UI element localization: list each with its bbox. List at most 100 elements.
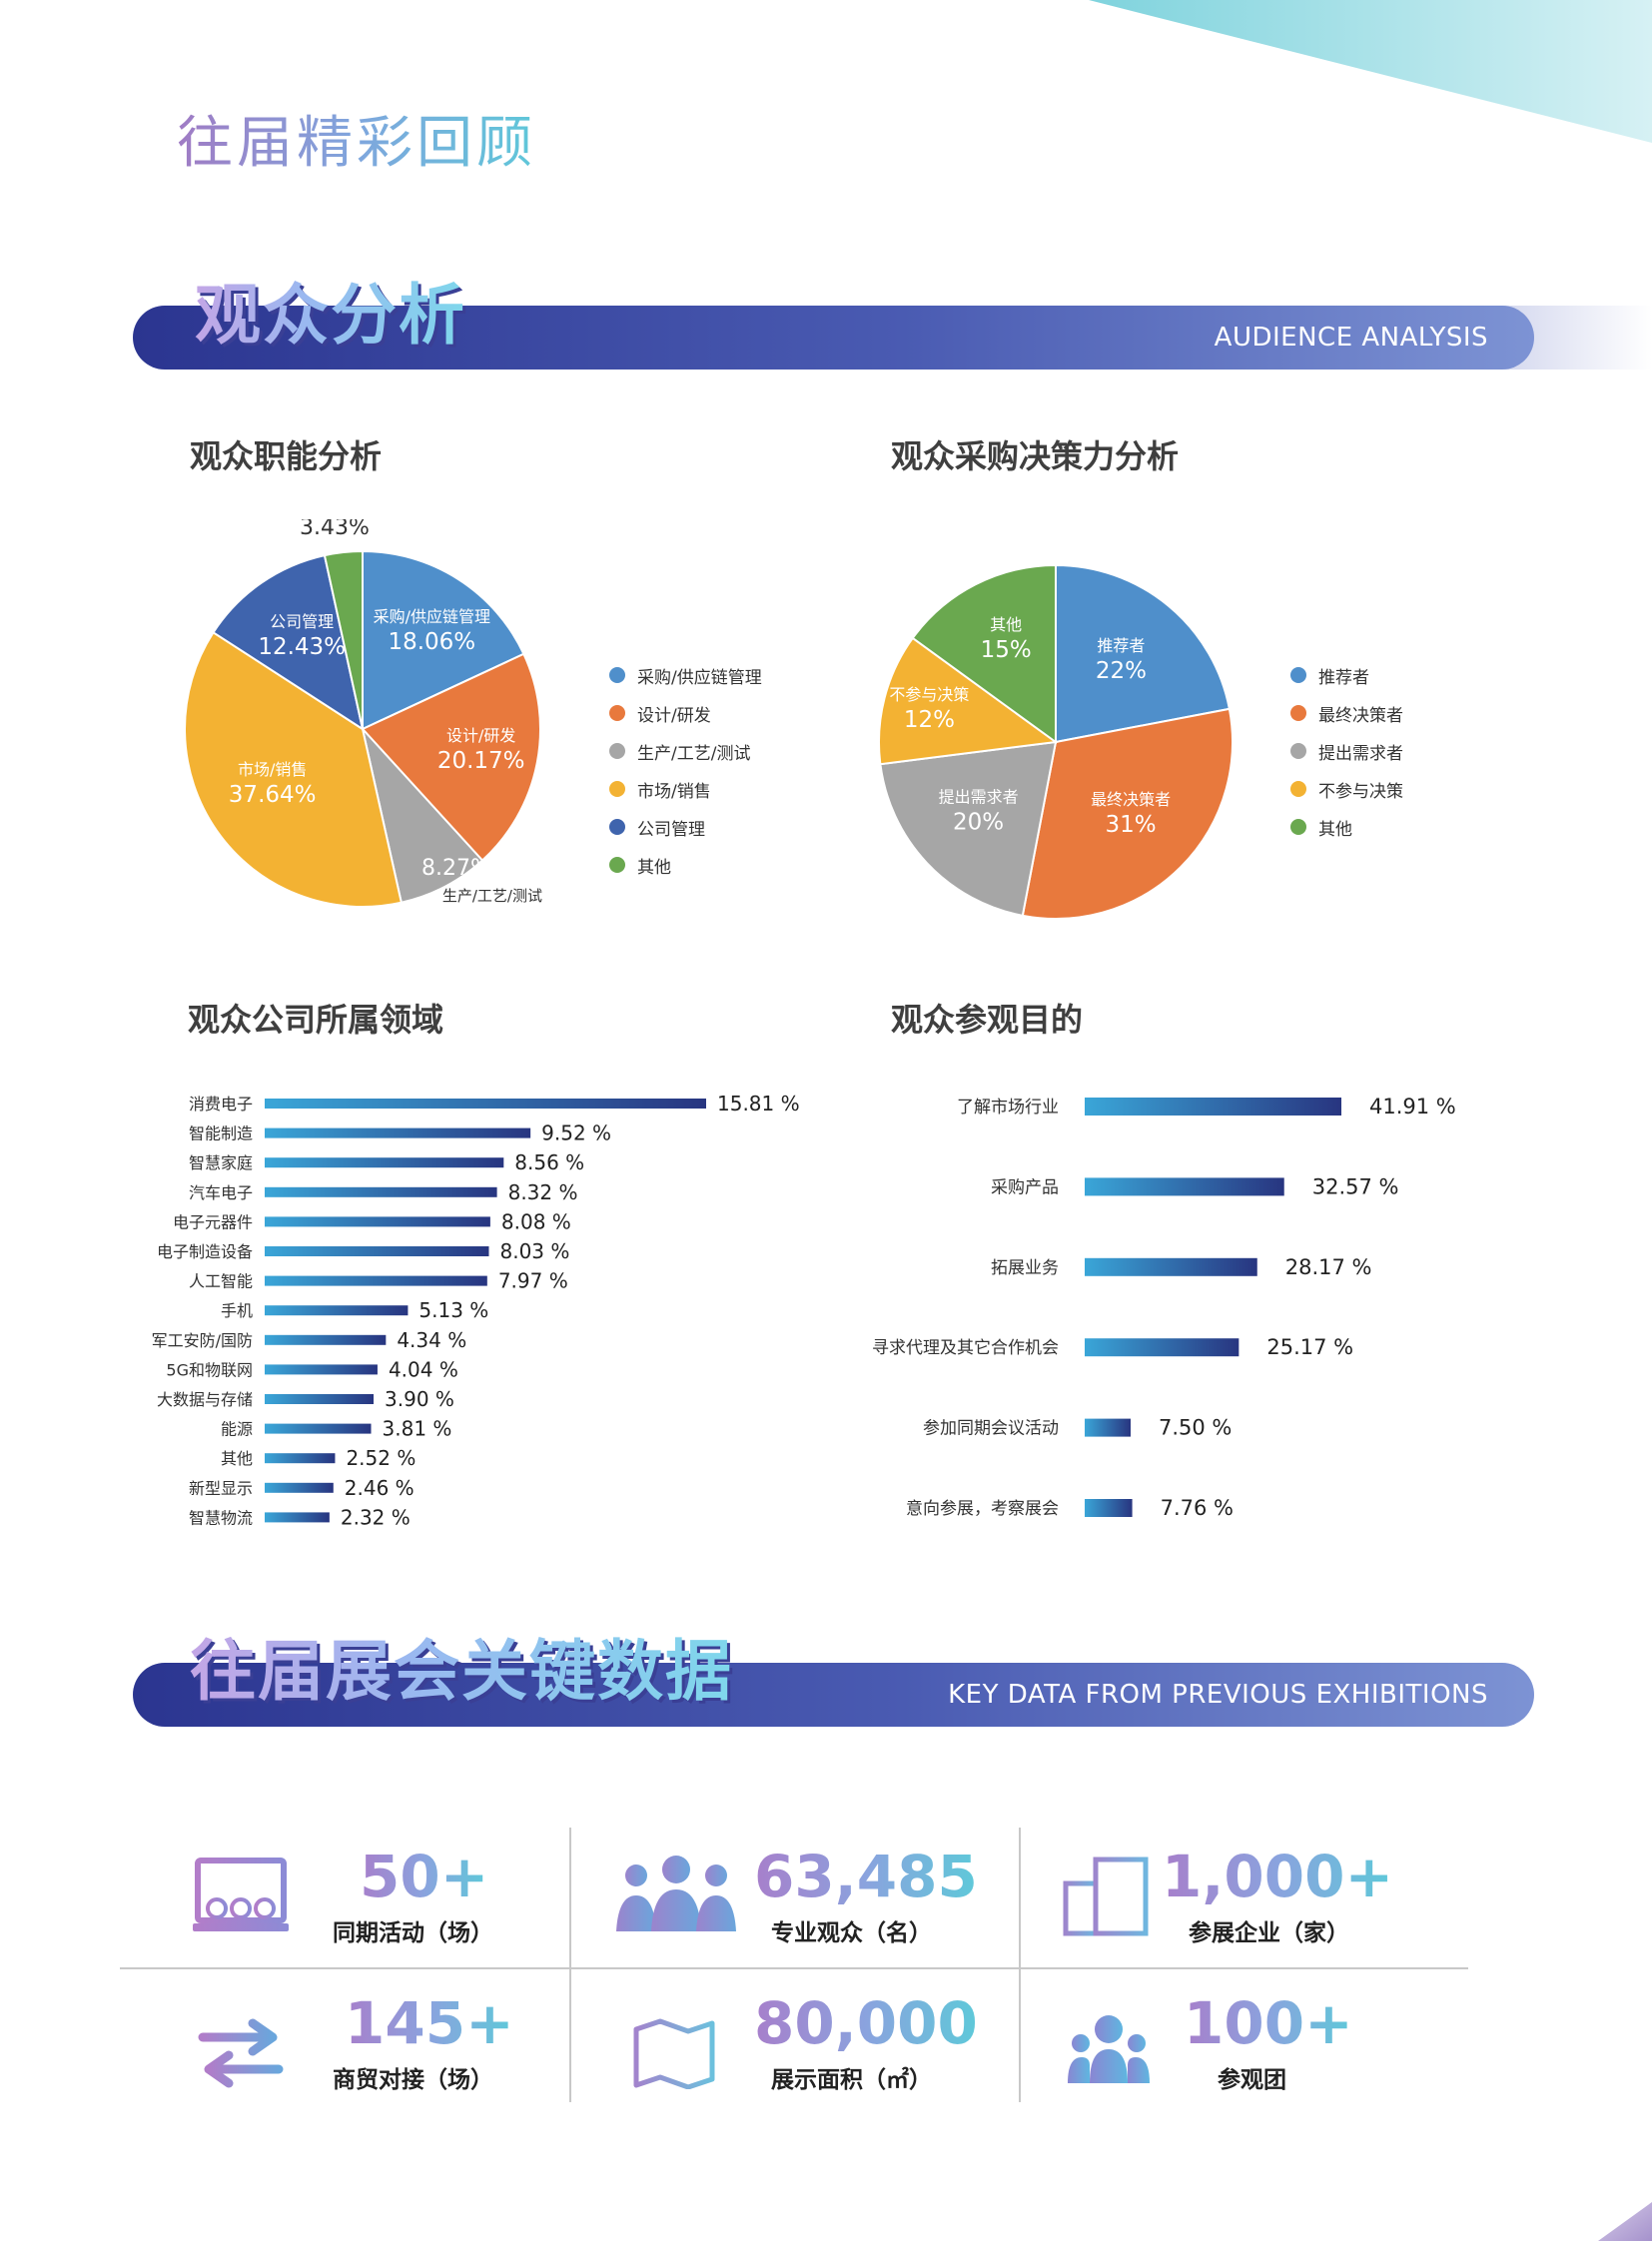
legend-label: 不参与决策 [1318,781,1403,802]
bar-category-label: 拓展业务 [991,1258,1059,1278]
legend-item: 市场/销售 [609,770,762,808]
pie-value-label: 3.43% [300,519,370,540]
pie-category-label: 不参与决策 [889,685,969,704]
exchange-icon [198,2018,284,2088]
legend-item: 推荐者 [1290,656,1403,694]
bar [265,1275,487,1286]
bar-category-label: 智慧物流 [189,1508,253,1527]
bar-chart-industry: 消费电子 15.81 % 智能制造 9.52 % 智慧家庭 8.56 % 汽车电子 8.32 … [152,1092,800,1529]
pie-value-label: 20% [953,810,1004,836]
banner-title-en: AUDIENCE ANALYSIS [1214,323,1488,353]
legend-label: 其他 [1318,819,1352,840]
bar [265,1394,375,1404]
bar-value-label: 4.04 % [389,1357,458,1381]
bar-chart-purpose: 了解市场行业 41.91 % 采购产品 32.57 % 拓展业务 28.17 % 寻求代理及… [872,1095,1456,1520]
bar-value-label: 7.76 % [1161,1496,1234,1520]
legend-swatch [609,857,625,873]
bar-value-label: 25.17 % [1266,1335,1353,1359]
bar-category-label: 意向参展，考察展会 [906,1499,1059,1519]
stat-label: 展示面积（㎡） [771,2067,932,2093]
bar-category-label: 大数据与存储 [157,1390,253,1409]
legend-swatch [1290,819,1306,835]
group-icon [1068,2015,1150,2083]
pie-slice [323,549,364,730]
stat-number: 145+ [345,1989,514,2057]
legend-item: 其他 [609,846,762,884]
building-icon [1063,1857,1149,1936]
pie-category-label: 其他 [990,615,1022,634]
legend-item: 提出需求者 [1290,732,1403,770]
pie-category-label: 提出需求者 [939,788,1019,807]
bar-value-label: 8.32 % [508,1180,578,1204]
legend-swatch [609,819,625,835]
pie-chart-function: 采购/供应链管理 18.06% 设计/研发 20.17% 8.27% 生产/工艺/测试 市场… [184,519,542,908]
pie-slice [911,563,1057,744]
stat-label: 同期活动（场） [333,1920,493,1946]
bar-value-label: 15.81 % [717,1092,800,1116]
legend-item: 设计/研发 [609,694,762,732]
pie-category-label: 生产/工艺/测试 [442,887,542,905]
pie-value-label: 15% [981,637,1032,663]
bar [1085,1338,1239,1357]
audience-icon [616,1856,736,1931]
legend-label: 其他 [637,857,671,878]
bar-category-label: 能源 [221,1420,253,1439]
bar-value-label: 7.50 % [1159,1416,1232,1440]
legend-label: 设计/研发 [637,705,711,726]
legend-label: 公司管理 [637,819,705,840]
pie-category-label: 市场/销售 [238,760,307,779]
legend-swatch [609,781,625,797]
bar-value-label: 2.52 % [346,1446,415,1470]
legend-label: 采购/供应链管理 [637,667,762,688]
bar [1085,1418,1131,1437]
pie-slice [184,630,404,908]
pie-slice [878,636,1059,766]
bar-value-label: 8.08 % [501,1209,571,1233]
bar-value-label: 2.46 % [345,1476,414,1500]
section-banner-audience: AUDIENCE ANALYSIS [133,306,1534,370]
pie-slice [212,553,365,732]
legend-item: 最终决策者 [1290,694,1403,732]
legend-swatch [1290,667,1306,683]
legend-swatch [1290,705,1306,721]
legend-label: 市场/销售 [637,781,711,802]
legend-label: 最终决策者 [1318,705,1403,726]
bar-category-label: 其他 [221,1449,253,1468]
bar [265,1246,489,1256]
bar-value-label: 7.97 % [498,1269,568,1293]
pie-value-label: 20.17% [437,748,525,774]
pie-value-label: 12% [904,707,955,733]
bar [265,1453,336,1464]
bar [265,1423,372,1434]
bar [265,1127,531,1138]
stat-number: 50+ [360,1843,489,1910]
pie-slice [361,652,541,862]
stat-label: 商贸对接（场） [333,2067,493,2093]
bar [1085,1257,1257,1276]
pie-slice [879,740,1058,918]
pie-value-label: 8.27% [421,856,491,881]
bar [265,1305,409,1316]
legend-swatch [609,743,625,759]
bar-category-label: 手机 [221,1301,253,1320]
bar-category-label: 智能制造 [189,1124,253,1143]
legend-decision: 推荐者最终决策者提出需求者不参与决策其他 [1290,656,1403,846]
bar [265,1512,330,1523]
stats-divider-vertical [569,1828,571,2102]
pie-slice [1055,563,1232,744]
stat-label: 参展企业（家） [1189,1920,1349,1946]
bar-value-label: 3.90 % [385,1387,454,1411]
section-banner-keydata: KEY DATA FROM PREVIOUS EXHIBITIONS [133,1663,1534,1727]
legend-label: 推荐者 [1318,667,1369,688]
legend-swatch [609,705,625,721]
stat-label: 专业观众（名） [771,1920,932,1946]
legend-item: 生产/工艺/测试 [609,732,762,770]
legend-item: 公司管理 [609,808,762,846]
chart-title-industry: 观众公司所属领域 [188,1001,444,1039]
legend-swatch [1290,781,1306,797]
bar-category-label: 5G和物联网 [166,1360,253,1379]
legend-item: 采购/供应链管理 [609,656,762,694]
bar-category-label: 采购产品 [991,1177,1059,1197]
pie-value-label: 22% [1096,658,1147,684]
chart-title-decision: 观众采购决策力分析 [891,437,1180,475]
